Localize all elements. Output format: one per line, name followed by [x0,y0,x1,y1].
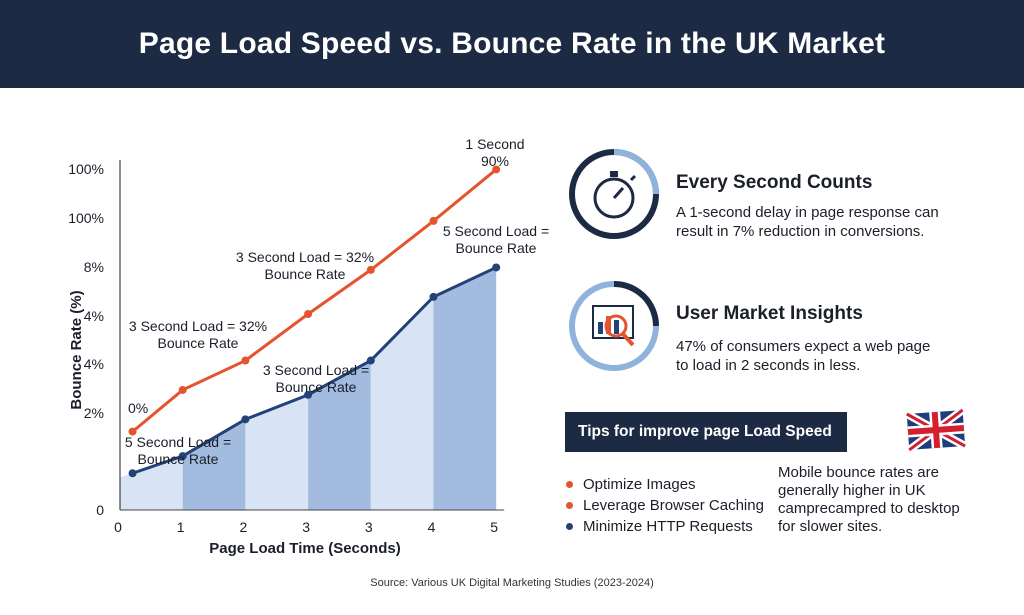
area-band [308,360,371,510]
uk-flag-icon [906,408,966,454]
annotation-label: 0% [128,400,148,416]
tip-label: Optimize Images [583,476,696,493]
data-point-navy [492,263,501,272]
data-point-navy [128,469,137,478]
data-point-orange [241,356,250,365]
annotation-label: 3 Second Load = 32% [236,249,374,265]
mobile-note: Mobile bounce rates are generally higher… [778,464,960,535]
x-tick-label: 5 [490,519,498,535]
tip-item: Leverage Browser Caching [566,495,764,516]
insight-title-user-market: User Market Insights [676,303,863,324]
area-band [120,456,183,510]
x-tick-label: 1 [177,519,185,535]
annotation-label: Bounce Rate [138,451,219,467]
y-tick-label: 100% [68,210,104,226]
annotation-label: 5 Second Load = [443,223,549,239]
x-tick-label: 2 [240,519,248,535]
data-point-orange [128,427,137,436]
source-note: Source: Various UK Digital Marketing Stu… [370,577,654,589]
bullet-icon [566,523,573,530]
area-band [182,419,246,510]
data-point-navy [304,390,313,399]
tip-label: Minimize HTTP Requests [583,518,753,535]
bullet-icon [566,502,573,509]
area-band [433,267,497,510]
y-axis-title: Bounce Rate (%) [68,290,85,409]
tip-label: Leverage Browser Caching [583,497,764,514]
data-point-navy [178,452,187,461]
y-tick-label: 2% [84,405,104,421]
x-tick-label: 4 [428,519,436,535]
data-point-navy [366,356,375,365]
y-tick-label: 4% [84,308,104,324]
page-title: Page Load Speed vs. Bounce Rate in the U… [138,27,886,60]
stopwatch-icon [569,149,659,239]
tip-item: Minimize HTTP Requests [566,516,764,537]
annotation-label: 1 Second [465,136,524,152]
annotation-label: 3 Second Load = 32% [129,318,267,334]
annotation-label: Bounce Rate [265,266,346,282]
annotation-label: Bounce Rate [158,335,239,351]
magnifier-chart-icon [569,281,659,371]
bullet-icon [566,481,573,488]
y-tick-label: 8% [84,259,104,275]
title-banner: Page Load Speed vs. Bounce Rate in the U… [0,0,1024,88]
x-tick-label: 3 [302,519,310,535]
insight-body-user-market: 47% of consumers expect a web page to lo… [676,338,931,374]
annotation-label: 3 Second Load = [263,362,369,378]
x-tick-label: 3 [365,519,373,535]
annotation-label: Bounce Rate [456,240,537,256]
x-axis-title: Page Load Time (Seconds) [209,540,400,557]
data-point-orange [178,385,187,394]
annotation-label: 90% [481,153,509,169]
tip-item: Optimize Images [566,474,764,495]
y-tick-label: 100% [68,161,104,177]
annotation-label: 5 Second Load = [125,434,231,450]
tips-heading: Tips for improve page Load Speed [565,412,847,452]
insight-title-every-second: Every Second Counts [676,172,873,193]
data-point-orange [304,310,313,318]
x-tick-label: 0 [114,519,122,535]
data-point-orange [492,165,501,174]
area-band [370,296,434,510]
y-tick-label: 0 [96,502,104,518]
insight-body-every-second: A 1-second delay in page response can re… [676,204,939,240]
y-tick-label: 4% [84,356,104,372]
annotation-label: Bounce Rate [276,379,357,395]
data-point-orange [366,265,375,274]
data-point-navy [429,292,438,301]
data-point-orange [429,216,438,225]
data-point-navy [241,415,250,424]
tips-list: Optimize Images Leverage Browser Caching… [566,474,764,537]
area-band [245,394,309,510]
